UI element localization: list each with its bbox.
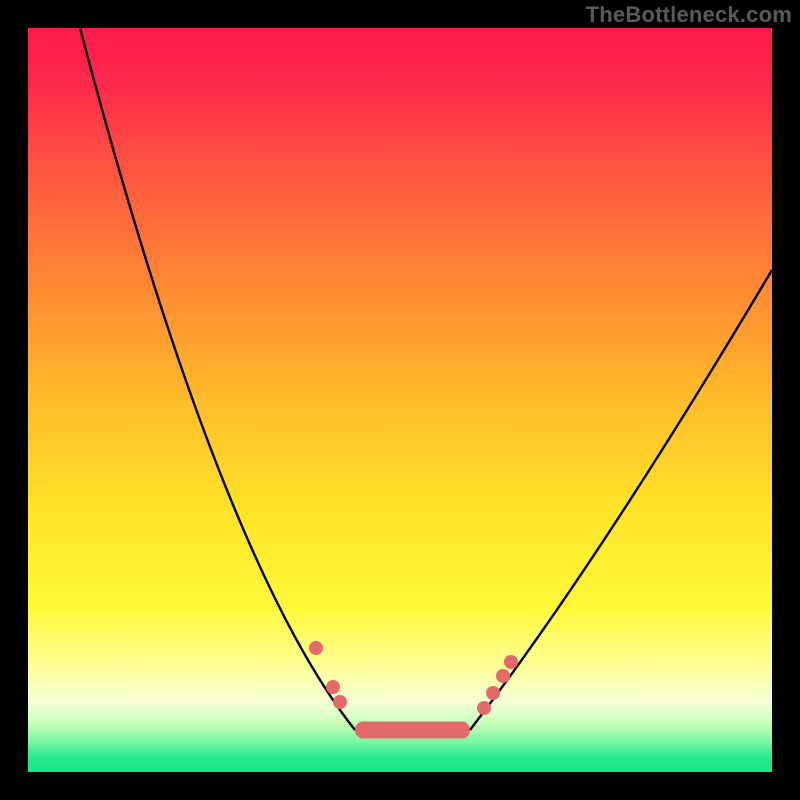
- data-marker: [496, 669, 510, 683]
- data-marker: [333, 695, 347, 709]
- data-marker: [486, 686, 500, 700]
- watermark-text: TheBottleneck.com: [586, 2, 792, 28]
- data-marker-cluster: [355, 722, 470, 739]
- data-marker: [477, 701, 491, 715]
- data-marker: [309, 641, 323, 655]
- bottleneck-chart-svg: [0, 0, 800, 800]
- data-marker: [504, 655, 518, 669]
- chart-stage: TheBottleneck.com: [0, 0, 800, 800]
- data-marker: [326, 680, 340, 694]
- chart-gradient-background: [28, 28, 772, 772]
